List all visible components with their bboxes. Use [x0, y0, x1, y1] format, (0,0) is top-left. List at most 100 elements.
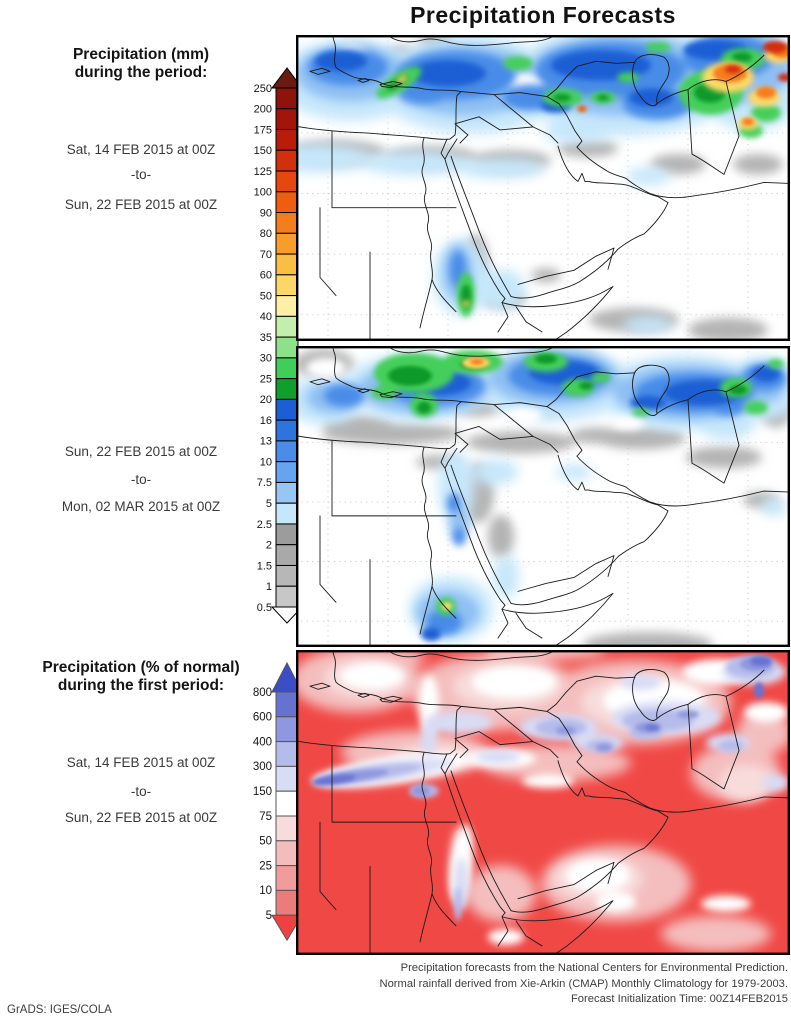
colorbar-tick-label: 13: [260, 436, 272, 448]
colorbar-tick-label: 150: [253, 786, 272, 798]
grads-attribution: GrADS: IGES/COLA: [7, 1004, 112, 1016]
colorbar-tick-label: 2.5: [257, 519, 272, 531]
colorbar-segment: [275, 149, 299, 172]
colorbar-segment: [275, 765, 299, 792]
colorbar-arrow-bottom: [271, 914, 303, 942]
page-title: Precipitation Forecasts: [410, 2, 676, 28]
colorbar-tick-label: 2: [266, 540, 272, 552]
mm-colorbar: 2502001751501251009080706050403530252016…: [254, 67, 304, 624]
field-white-holes: [306, 357, 644, 431]
colorbar-tick-label: 1: [266, 581, 272, 593]
colorbar-tick-label: 30: [260, 353, 272, 365]
colorbar-segment: [275, 481, 299, 504]
colorbar-segment: [275, 502, 299, 525]
period3-connector: -to-: [130, 784, 152, 799]
colorbar-tick-label: 10: [259, 885, 272, 897]
period2-connector: -to-: [130, 472, 152, 487]
panel-border: [296, 346, 790, 647]
colorbar-segment: [275, 741, 299, 767]
colorbar-segment: [275, 170, 299, 193]
colorbar-segment: [275, 212, 299, 234]
period1-connector: -to-: [130, 167, 152, 182]
colorbar-segment: [275, 815, 299, 842]
colorbar-segment: [275, 108, 299, 131]
colorbar-tick-label: 35: [260, 332, 272, 344]
colorbar-segment: [275, 461, 299, 483]
map-panel-3-precip-pct-normal: [296, 650, 790, 955]
period2-end: Mon, 02 MAR 2015 at 00Z: [61, 499, 221, 514]
colorbar-tick-label: 60: [260, 270, 272, 282]
colorbar-segment: [275, 336, 299, 359]
period2-start: Sun, 22 FEB 2015 at 00Z: [64, 444, 218, 459]
colorbar-segment: [275, 585, 299, 608]
colorbar-segment: [275, 564, 299, 587]
colorbar-tick-label: 400: [253, 736, 272, 748]
colorbar-tick-label: 150: [254, 145, 272, 157]
colorbar-segment: [275, 232, 299, 255]
mm-section-heading-line1: Precipitation (mm): [72, 46, 210, 63]
colorbar-segment: [275, 295, 299, 317]
footer-line2: Normal rainfall derived from Xie-Arkin (…: [379, 977, 789, 990]
colorbar-tick-label: 16: [260, 415, 272, 427]
colorbar-segment: [275, 253, 299, 276]
period1-end: Sun, 22 FEB 2015 at 00Z: [64, 197, 218, 212]
footer-line3: Forecast Initialization Time: 00Z14FEB20…: [570, 993, 788, 1006]
colorbar-segment: [275, 440, 299, 463]
field-strong-blue-pct: [312, 656, 772, 785]
colorbar-tick-label: 25: [259, 860, 272, 872]
colorbar-tick-label: 50: [259, 836, 272, 848]
colorbar-tick-label: 250: [254, 83, 272, 95]
colorbar-segment: [275, 716, 299, 743]
colorbar-tick-label: 200: [254, 104, 272, 116]
colorbar-tick-label: 70: [260, 249, 272, 261]
colorbar-segment: [275, 274, 299, 297]
colorbar-arrow-bottom: [270, 606, 304, 624]
colorbar-tick-label: 10: [260, 456, 272, 468]
colorbar-segment: [275, 840, 299, 867]
colorbar-tick-label: 20: [260, 394, 272, 406]
panel-border: [296, 650, 790, 955]
footer-notes: Precipitation forecasts from the Nationa…: [240, 961, 789, 1008]
footer-line1: Precipitation forecasts from the Nationa…: [400, 962, 788, 974]
colorbar-tick-label: 175: [254, 124, 272, 136]
colorbar-tick-label: 7.5: [257, 477, 272, 489]
colorbar-tick-label: 800: [253, 687, 272, 699]
colorbar-tick-label: 0.5: [257, 602, 272, 614]
colorbar-tick-label: 25: [260, 373, 272, 385]
period3-start: Sat, 14 FEB 2015 at 00Z: [66, 755, 216, 770]
colorbar-tick-label: 75: [259, 811, 272, 823]
colorbar-tick-label: 100: [254, 187, 272, 199]
map-panel-2-precip-mm-period2: [296, 346, 790, 647]
colorbar-tick-label: 40: [260, 311, 272, 323]
colorbar-tick-label: 300: [253, 761, 272, 773]
colorbar-segment: [275, 378, 299, 400]
colorbar-segment: [275, 129, 299, 151]
colorbar-segment: [275, 889, 299, 916]
colorbar-tick-label: 5: [266, 498, 272, 510]
colorbar-tick-label: 80: [260, 228, 272, 240]
colorbar-tick-label: 5: [266, 910, 272, 922]
colorbar-segment: [275, 87, 299, 110]
period1-start: Sat, 14 FEB 2015 at 00Z: [66, 142, 216, 157]
colorbar-segment: [275, 523, 299, 546]
colorbar-tick-label: 50: [260, 290, 272, 302]
period3-end: Sun, 22 FEB 2015 at 00Z: [64, 810, 218, 825]
colorbar-tick-label: 125: [254, 166, 272, 178]
colorbar-segment: [275, 357, 299, 380]
colorbar-segment: [275, 790, 299, 817]
colorbar-segment: [275, 315, 299, 338]
colorbar-segment: [275, 865, 299, 891]
mm-section-heading-line2: during the period:: [74, 64, 208, 81]
colorbar-tick-label: 600: [253, 712, 272, 724]
pct-section-heading-line2: during the first period:: [57, 677, 225, 694]
colorbar-segment: [275, 544, 299, 566]
colorbar-segment: [275, 691, 299, 718]
map-panel-1-precip-mm-period1: [296, 35, 790, 341]
field-red: [579, 41, 790, 111]
field-orange: [470, 358, 484, 365]
pct-section-heading-line1: Precipitation (% of normal): [42, 659, 240, 676]
colorbar-tick-label: 90: [260, 207, 272, 219]
colorbar-segment: [275, 191, 299, 214]
colorbar-segment: [275, 398, 299, 421]
